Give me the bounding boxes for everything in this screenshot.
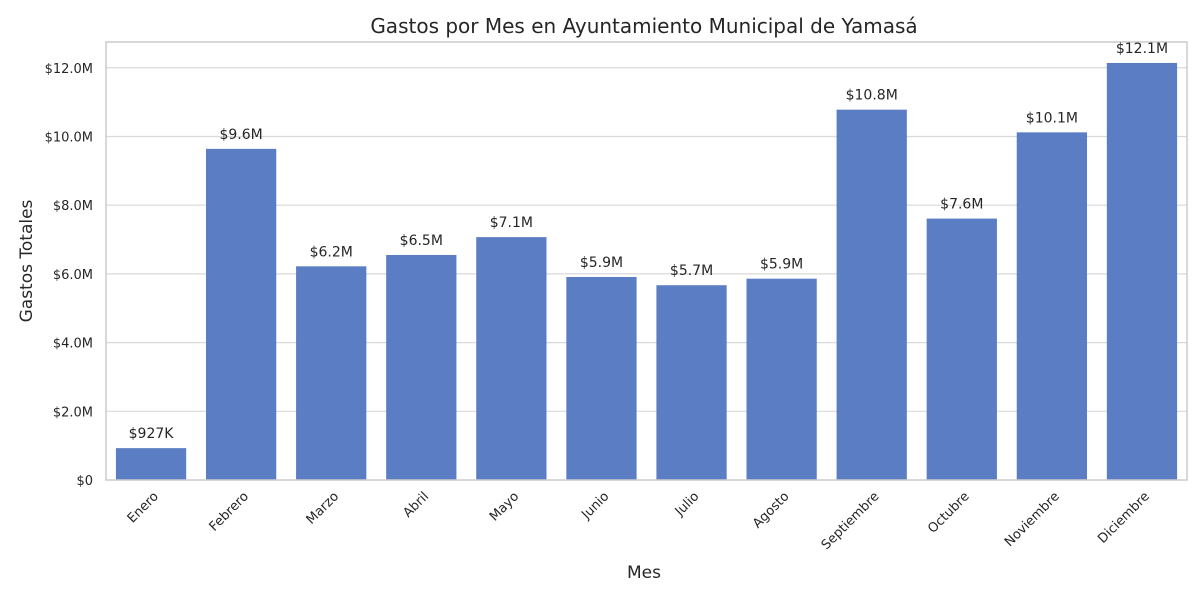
- data-label: $6.2M: [310, 244, 353, 260]
- data-label: $7.1M: [490, 215, 533, 231]
- bar-abril: [386, 254, 457, 480]
- data-label: $927K: [129, 426, 175, 442]
- bar-febrero: [205, 148, 277, 480]
- y-tick-label: $6.0M: [53, 268, 93, 283]
- bar-junio: [566, 276, 637, 480]
- bar-julio: [656, 285, 727, 480]
- data-label: $12.1M: [1116, 41, 1168, 57]
- bars: [115, 62, 1178, 481]
- y-tick-label: $10.0M: [45, 130, 93, 145]
- y-tick-label: $8.0M: [53, 199, 93, 214]
- bar-octubre: [926, 218, 997, 481]
- data-label: $9.6M: [219, 127, 262, 143]
- data-label: $10.8M: [846, 88, 898, 104]
- y-tick-label: $2.0M: [53, 405, 93, 420]
- x-axis-label: Mes: [627, 563, 661, 583]
- y-axis-label: Gastos Totales: [17, 199, 37, 322]
- data-label: $7.6M: [940, 197, 983, 213]
- bar-diciembre: [1106, 62, 1178, 481]
- y-tick-label: $4.0M: [53, 337, 93, 352]
- data-label: $5.7M: [670, 263, 713, 279]
- chart-title: Gastos por Mes en Ayuntamiento Municipal…: [370, 14, 917, 38]
- bar-agosto: [746, 278, 817, 480]
- data-label: $5.9M: [580, 255, 623, 271]
- bar-septiembre: [836, 109, 907, 480]
- y-tick-label: $12.0M: [45, 62, 93, 77]
- y-axis-ticks: $0 $2.0M $4.0M $6.0M $8.0M $10.0M $12.0M: [45, 62, 93, 489]
- data-label: $5.9M: [760, 257, 803, 273]
- bar-marzo: [296, 266, 367, 480]
- y-tick-label: $0: [76, 474, 93, 489]
- grid-lines: [106, 67, 1187, 412]
- bar-enero: [115, 448, 187, 480]
- data-label: $10.1M: [1026, 110, 1078, 126]
- plot-frame: [105, 41, 1188, 481]
- bar-mayo: [476, 237, 547, 480]
- data-label: $6.5M: [400, 233, 443, 249]
- bar-noviembre: [1016, 132, 1088, 480]
- data-labels: $927K $9.6M $6.2M $6.5M $7.1M $5.9M $5.7M $5.9M…: [129, 41, 1168, 442]
